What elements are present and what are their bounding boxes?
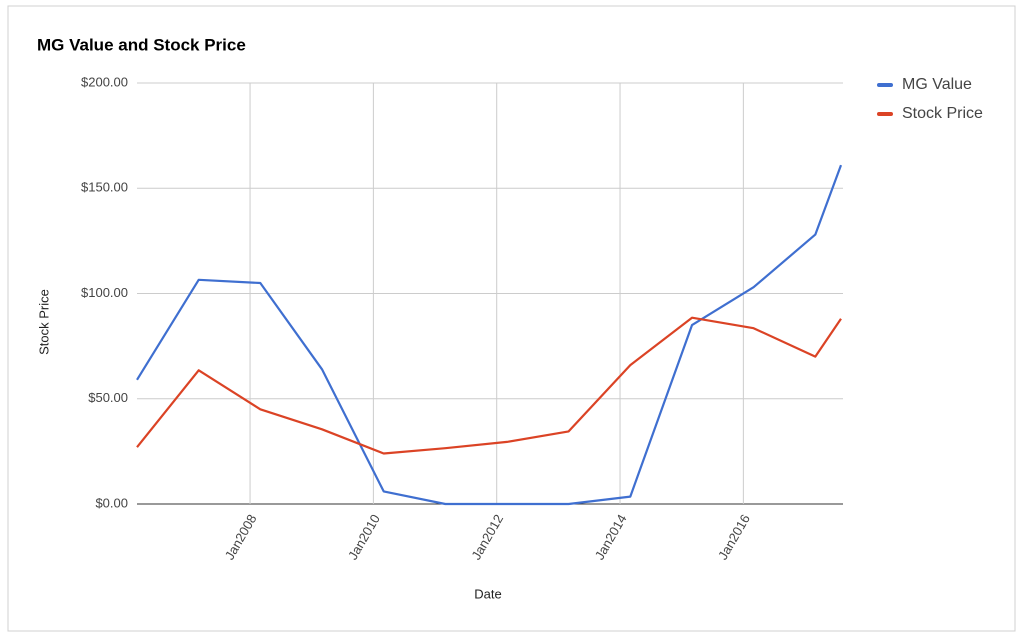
- chart-title: MG Value and Stock Price: [37, 35, 246, 54]
- y-tick-label: $100.00: [81, 285, 128, 300]
- chart-frame: [7, 5, 1016, 632]
- y-axis-label: Stock Price: [36, 289, 51, 355]
- x-axis-label: Date: [474, 586, 501, 601]
- y-tick-label: $150.00: [81, 180, 128, 195]
- y-tick-label: $50.00: [88, 390, 128, 405]
- series-line: [136, 164, 843, 506]
- legend-label: MG Value: [902, 76, 972, 93]
- y-tick-label: $200.00: [81, 74, 128, 89]
- legend-label: Stock Price: [902, 105, 983, 122]
- y-tick-label: $0.00: [95, 495, 128, 510]
- series-line: [136, 316, 842, 455]
